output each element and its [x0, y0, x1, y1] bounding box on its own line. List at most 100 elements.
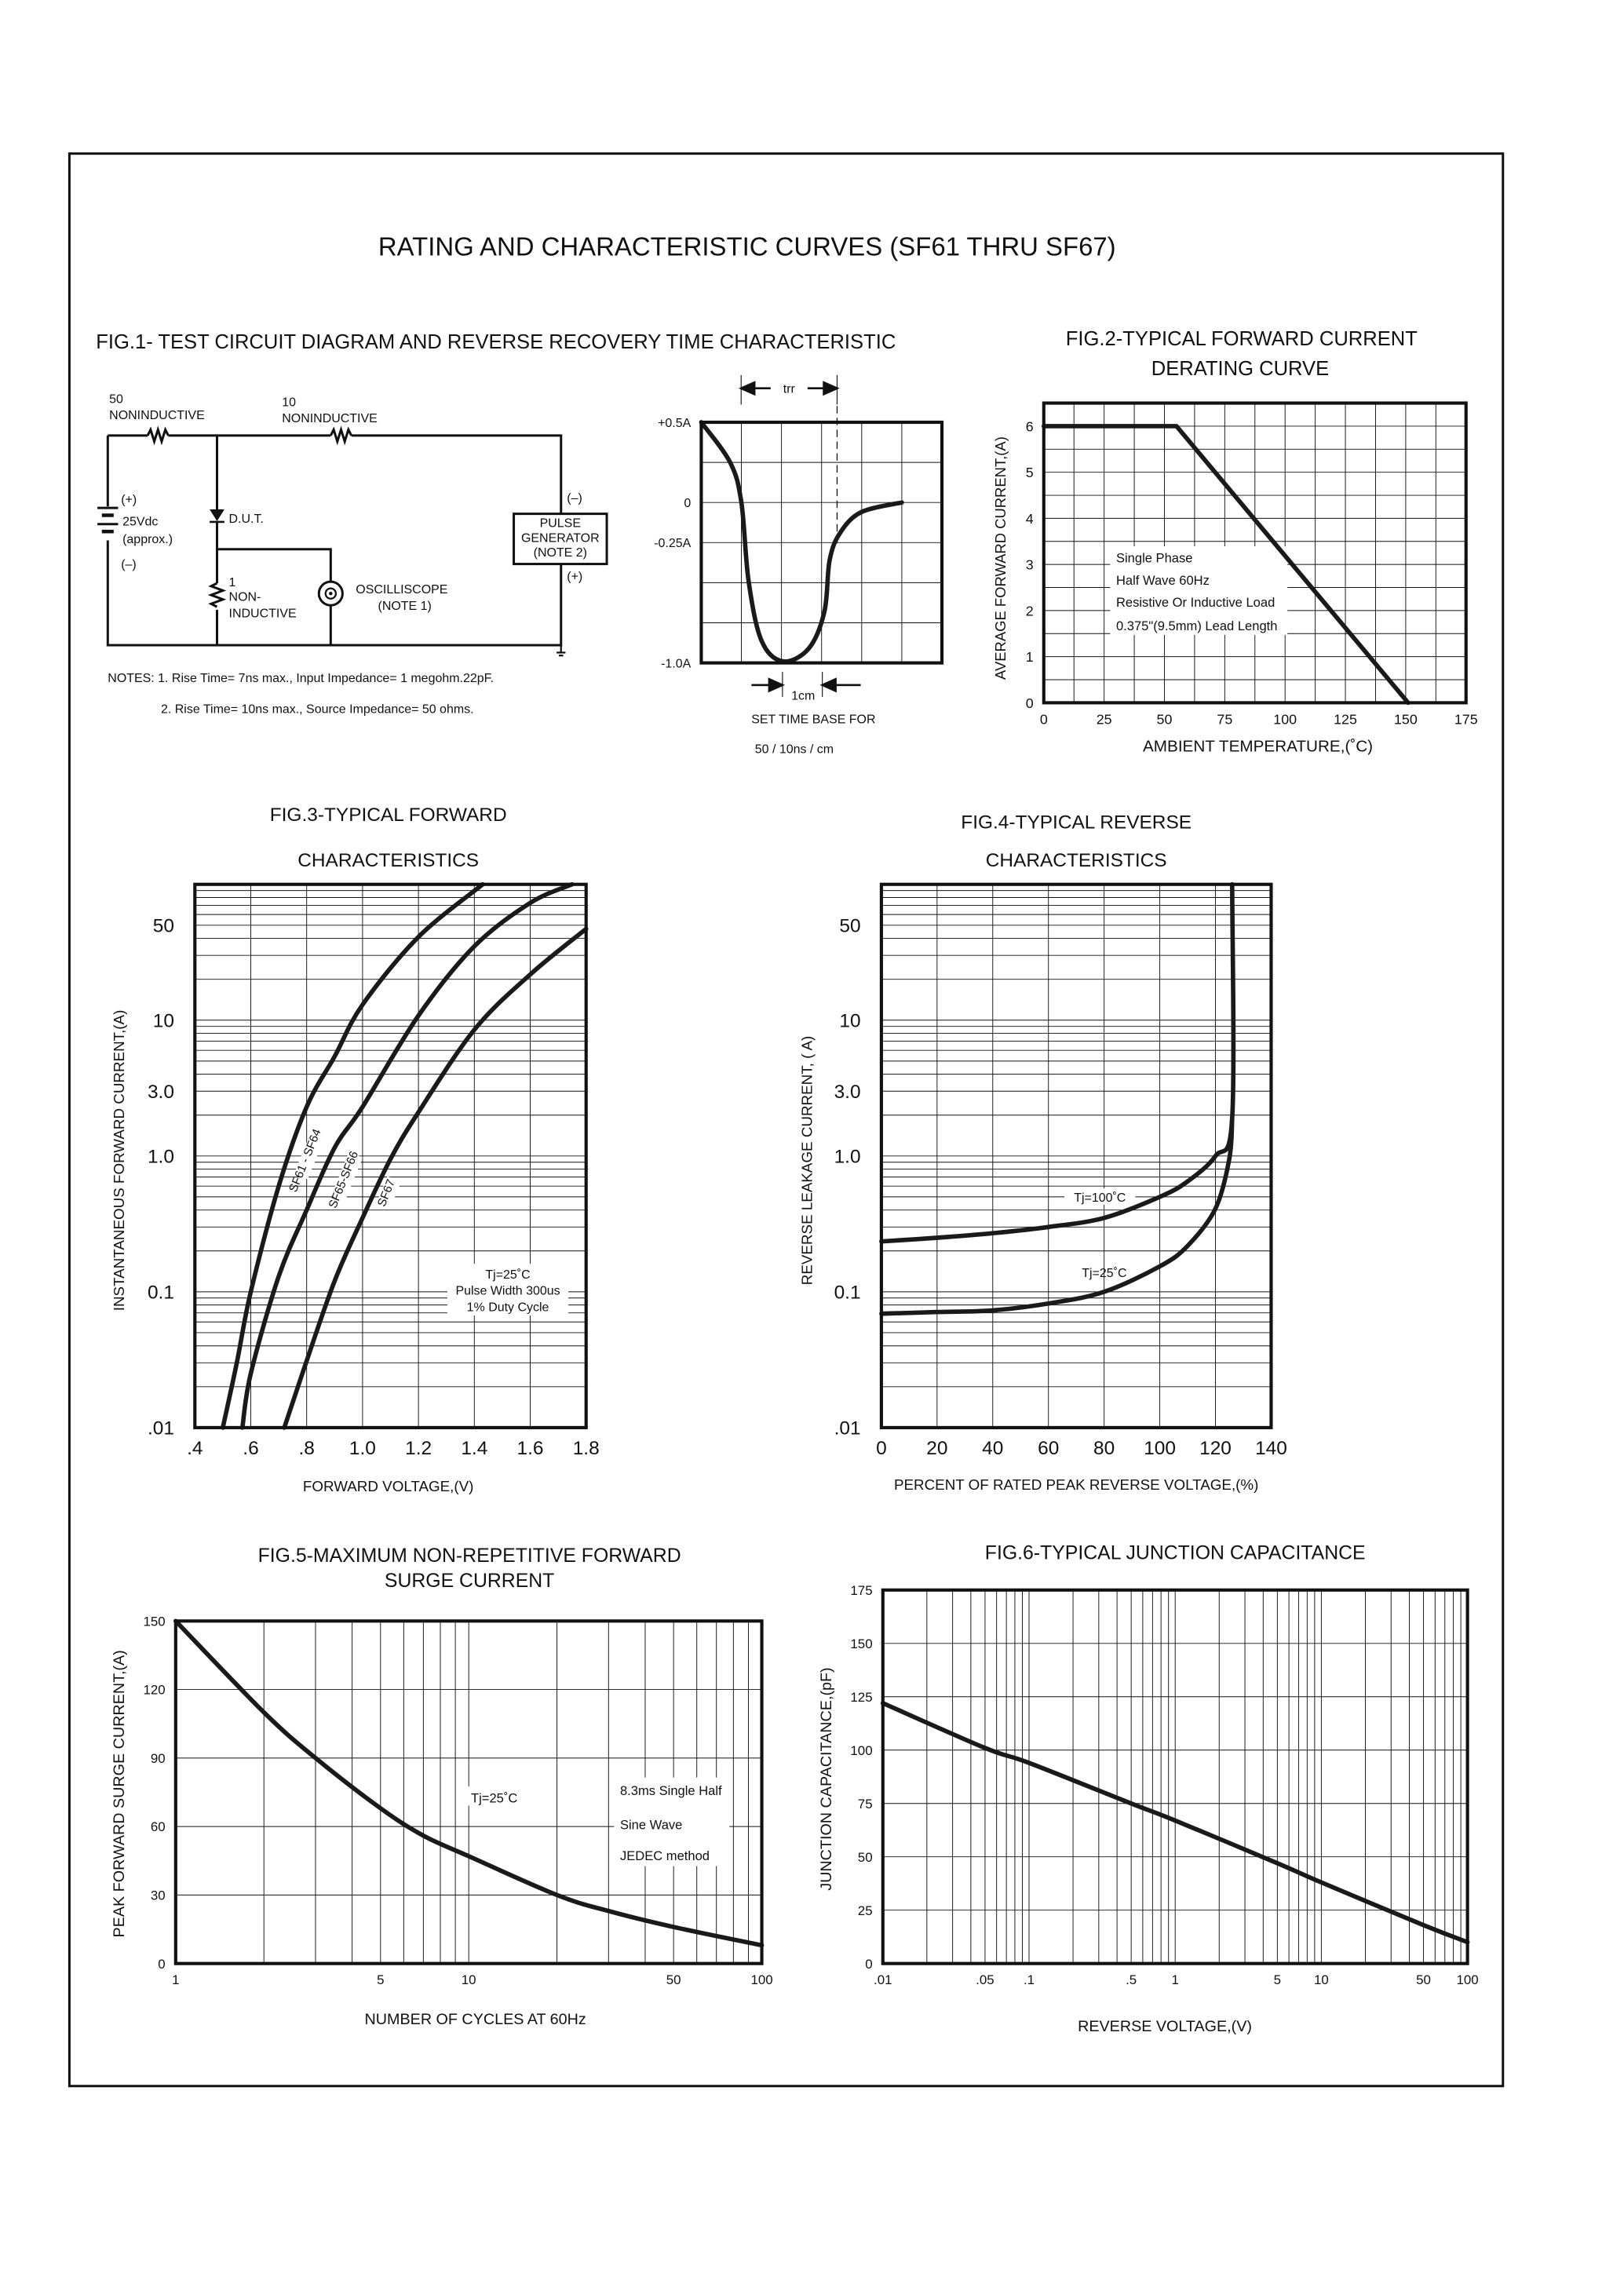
fig4-subtitle: CHARACTERISTICS — [986, 850, 1167, 871]
fig2-note-1: Single Phase — [1116, 551, 1193, 566]
fig5-subtitle: SURGE CURRENT — [385, 1571, 554, 1592]
fig3-title: FIG.3-TYPICAL FORWARD — [270, 805, 507, 826]
plot-frame — [1042, 401, 1468, 705]
page-title: RATING AND CHARACTERISTIC CURVES (SF61 T… — [378, 232, 1116, 261]
series-line-3 — [282, 926, 589, 1430]
x-tick-label: .5 — [1126, 1972, 1137, 1987]
y-tick-label: 75 — [858, 1797, 873, 1812]
x-tick-label: 1 — [172, 1972, 179, 1987]
battery-minus: (–) — [121, 558, 137, 571]
fig3-forward-chart: FIG.3-TYPICAL FORWARD CHARACTERISTICS Tj… — [111, 805, 600, 1494]
waveform-curves — [699, 420, 904, 664]
x-tick-label: 1.4 — [461, 1438, 487, 1459]
y-tick-label: +0.5A — [658, 417, 692, 430]
y-tick-label: 10 — [839, 1011, 860, 1032]
fig2-title: FIG.2-TYPICAL FORWARD CURRENT — [1066, 328, 1418, 350]
fig6-ticks: .01 .05 .1 .5 1 5 10 50 100 0 25 50 75 100 125 150 175 — [850, 1583, 1478, 1987]
plot-frame — [193, 882, 588, 1429]
fig6-title: FIG.6-TYPICAL JUNCTION CAPACITANCE — [985, 1542, 1366, 1563]
fig3-x-label: FORWARD VOLTAGE,(V) — [303, 1478, 474, 1494]
series-line-1 — [173, 1618, 765, 1948]
y-tick-label: -1.0A — [661, 657, 692, 670]
y-tick-label: 3.0 — [834, 1082, 861, 1103]
fig4-title: FIG.4-TYPICAL REVERSE — [961, 812, 1192, 833]
pulse-generator-box — [513, 513, 608, 566]
x-tick-label: 50 — [1416, 1972, 1431, 1987]
fig2-note-3: Resistive Or Inductive Load — [1116, 595, 1275, 610]
series-line-1 — [221, 881, 485, 1430]
y-tick-label: 30 — [151, 1888, 166, 1903]
x-tick-label: 80 — [1093, 1438, 1115, 1459]
pulse-label-1: PULSE — [540, 517, 581, 531]
fig3-subtitle: CHARACTERISTICS — [297, 850, 479, 871]
diode-icon — [210, 509, 224, 524]
y-tick-label: 100 — [850, 1743, 872, 1758]
x-tick-label: 100 — [1144, 1438, 1176, 1459]
fig3-curves — [221, 881, 589, 1430]
y-tick-label: 0 — [865, 1957, 872, 1972]
r2-value: 10 — [282, 396, 296, 409]
y-tick-label: -0.25A — [654, 537, 691, 550]
fig3-note-3: 1% Duty Cycle — [467, 1301, 549, 1314]
fig4-reverse-chart: FIG.4-TYPICAL REVERSE CHARACTERISTICS Tj… — [798, 812, 1286, 1493]
x-tick-label: 5 — [1274, 1972, 1281, 1987]
fig2-note-2: Half Wave 60Hz — [1116, 573, 1210, 588]
x-tick-label: 1.0 — [349, 1438, 376, 1459]
fig3-note-2: Pulse Width 300us — [455, 1285, 560, 1298]
r1-type: NONINDUCTIVE — [109, 409, 205, 422]
x-tick-label: 100 — [750, 1972, 772, 1987]
y-tick-label: 0.1 — [148, 1282, 174, 1304]
y-tick-label: 0 — [1026, 695, 1034, 711]
y-tick-label: 0 — [684, 497, 691, 510]
ground-icon — [557, 645, 566, 657]
fig5-y-label: PEAK FORWARD SURGE CURRENT,(A) — [111, 1650, 128, 1937]
fig1-waveform: +0.5A 0 -0.25A -1.0A trr 1cm SET TIME BASE … — [654, 374, 944, 756]
r2-type: NONINDUCTIVE — [282, 412, 378, 425]
x-tick-label: 50 — [1157, 712, 1173, 728]
plot-frame — [173, 1619, 764, 1965]
note-2: 2. Rise Time= 10ns max., Source Impedanc… — [161, 703, 474, 717]
fig5-note-tj: Tj=25˚C — [471, 1791, 517, 1806]
fig5-x-label: NUMBER OF CYCLES AT 60Hz — [365, 2011, 586, 2028]
series-line-1 — [879, 881, 1236, 1244]
x-tick-label: 75 — [1217, 712, 1232, 728]
pulse-minus: (–) — [567, 492, 582, 505]
y-tick-label: 120 — [143, 1683, 165, 1698]
y-tick-label: 0.1 — [834, 1282, 861, 1304]
page-border — [68, 152, 1505, 2088]
y-tick-label: 6 — [1026, 418, 1034, 434]
x-tick-label: 1.8 — [573, 1438, 600, 1459]
x-tick-label: 10 — [462, 1972, 476, 1987]
y-tick-label: 150 — [143, 1614, 165, 1629]
scope-label-1: OSCILLISCOPE — [356, 583, 447, 597]
x-tick-label: .1 — [1024, 1972, 1035, 1987]
fig6-capacitance-chart: FIG.6-TYPICAL JUNCTION CAPACITANCE .01.0… — [818, 1542, 1479, 2035]
fig2-x-label: AMBIENT TEMPERATURE,(˚C) — [1143, 737, 1373, 755]
y-tick-label: 50 — [839, 916, 860, 937]
r3-type-2: INDUCTIVE — [229, 607, 297, 620]
x-tick-label: .01 — [874, 1972, 892, 1987]
one-cm-label: 1cm — [791, 690, 815, 703]
y-tick-label: 10 — [153, 1011, 174, 1032]
y-tick-label: 1.0 — [148, 1147, 174, 1168]
battery-plus: (+) — [121, 493, 137, 506]
x-tick-label: .8 — [298, 1438, 314, 1459]
fig2-subtitle: DERATING CURVE — [1151, 358, 1329, 380]
x-tick-label: 25 — [1097, 712, 1112, 728]
fig1-test-circuit: FIG.1- TEST CIRCUIT DIAGRAM AND REVERSE … — [96, 331, 896, 717]
y-tick-label: .01 — [148, 1418, 174, 1439]
pulse-plus: (+) — [567, 570, 582, 583]
x-tick-label: 20 — [926, 1438, 947, 1459]
fig6-curves — [880, 1701, 1470, 1945]
battery-icon — [97, 506, 119, 534]
note-1: NOTES: 1. Rise Time= 7ns max., Input Imp… — [108, 672, 494, 685]
plot-frame — [881, 1588, 1469, 1965]
battery-voltage: 25Vdc — [122, 516, 158, 529]
y-tick-label: 3 — [1026, 557, 1034, 573]
series-line-1 — [880, 1701, 1470, 1945]
y-tick-label: 175 — [850, 1583, 872, 1598]
plot-frame — [879, 882, 1273, 1429]
y-tick-label: 125 — [850, 1690, 872, 1705]
y-tick-label: 90 — [151, 1751, 166, 1766]
